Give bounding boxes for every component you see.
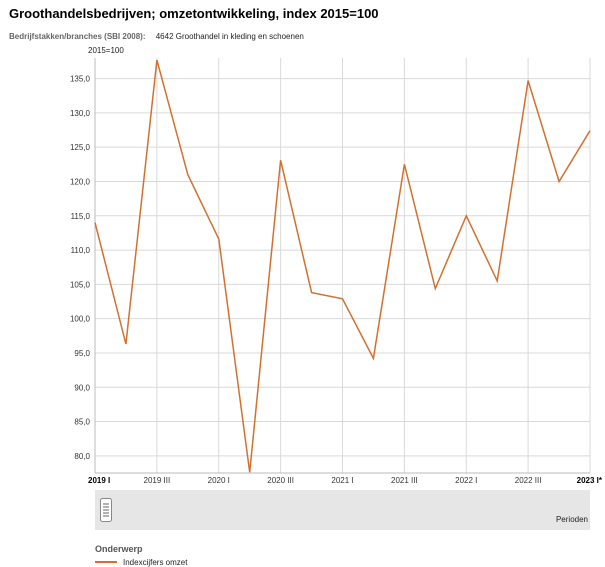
timebar-label: Perioden <box>555 515 588 524</box>
series-layer <box>94 59 591 473</box>
period-timebar[interactable]: Perioden <box>95 490 590 530</box>
legend-swatch <box>95 561 117 563</box>
x-tick-label: 2022 III <box>515 476 542 485</box>
y-tick-label: 115,0 <box>71 212 91 221</box>
series-line <box>94 59 591 473</box>
filter-label: Bedrijfstakken/branches (SBI 2008): <box>9 32 146 41</box>
x-tick-label: 2022 I <box>455 476 477 485</box>
y-tick-label: 100,0 <box>70 315 91 324</box>
dimension-filter: Bedrijfstakken/branches (SBI 2008): 4642… <box>9 32 304 41</box>
legend-item[interactable]: Indexcijfers omzet <box>95 557 187 567</box>
y-tick-label: 105,0 <box>70 280 91 289</box>
x-tick-label: 2023 I* <box>577 476 603 485</box>
y-axis: 80,0 85,0 90,0 95,0 100,0 105,0 110,0 115,0 120,… <box>70 58 96 473</box>
y-tick-label: 135,0 <box>70 75 91 84</box>
x-tick-label: 2019 III <box>144 476 171 485</box>
y-tick-label: 80,0 <box>74 452 90 461</box>
y-axis-unit-label: 2015=100 <box>88 46 124 55</box>
y-tick-label: 130,0 <box>70 109 91 118</box>
y-tick-label: 120,0 <box>70 177 91 186</box>
y-tick-label: 95,0 <box>74 349 90 358</box>
y-tick-label: 110,0 <box>71 246 91 255</box>
filter-value[interactable]: 4642 Groothandel in kleding en schoenen <box>155 32 304 41</box>
legend-label: Indexcijfers omzet <box>123 557 188 567</box>
x-axis: 2019 I 2019 III 2020 I 2020 III 2021 I 2021 I… <box>88 472 603 485</box>
x-tick-label: 2020 III <box>267 476 294 485</box>
grip-handle-icon[interactable] <box>100 498 112 522</box>
x-tick-label: 2019 I <box>88 476 110 485</box>
y-tick-label: 90,0 <box>74 383 90 392</box>
page-title: Groothandelsbedrijven; omzetontwikkeling… <box>9 6 379 21</box>
line-chart: 80,0 85,0 90,0 95,0 100,0 105,0 110,0 115,0 120,… <box>70 58 603 485</box>
y-tick-label: 85,0 <box>74 418 90 427</box>
grid-lines <box>94 58 591 473</box>
y-tick-label: 125,0 <box>70 143 91 152</box>
x-tick-label: 2020 I <box>208 476 230 485</box>
x-tick-label: 2021 III <box>391 476 418 485</box>
x-tick-label: 2021 I <box>331 476 353 485</box>
legend-heading: Onderwerp <box>95 544 143 554</box>
